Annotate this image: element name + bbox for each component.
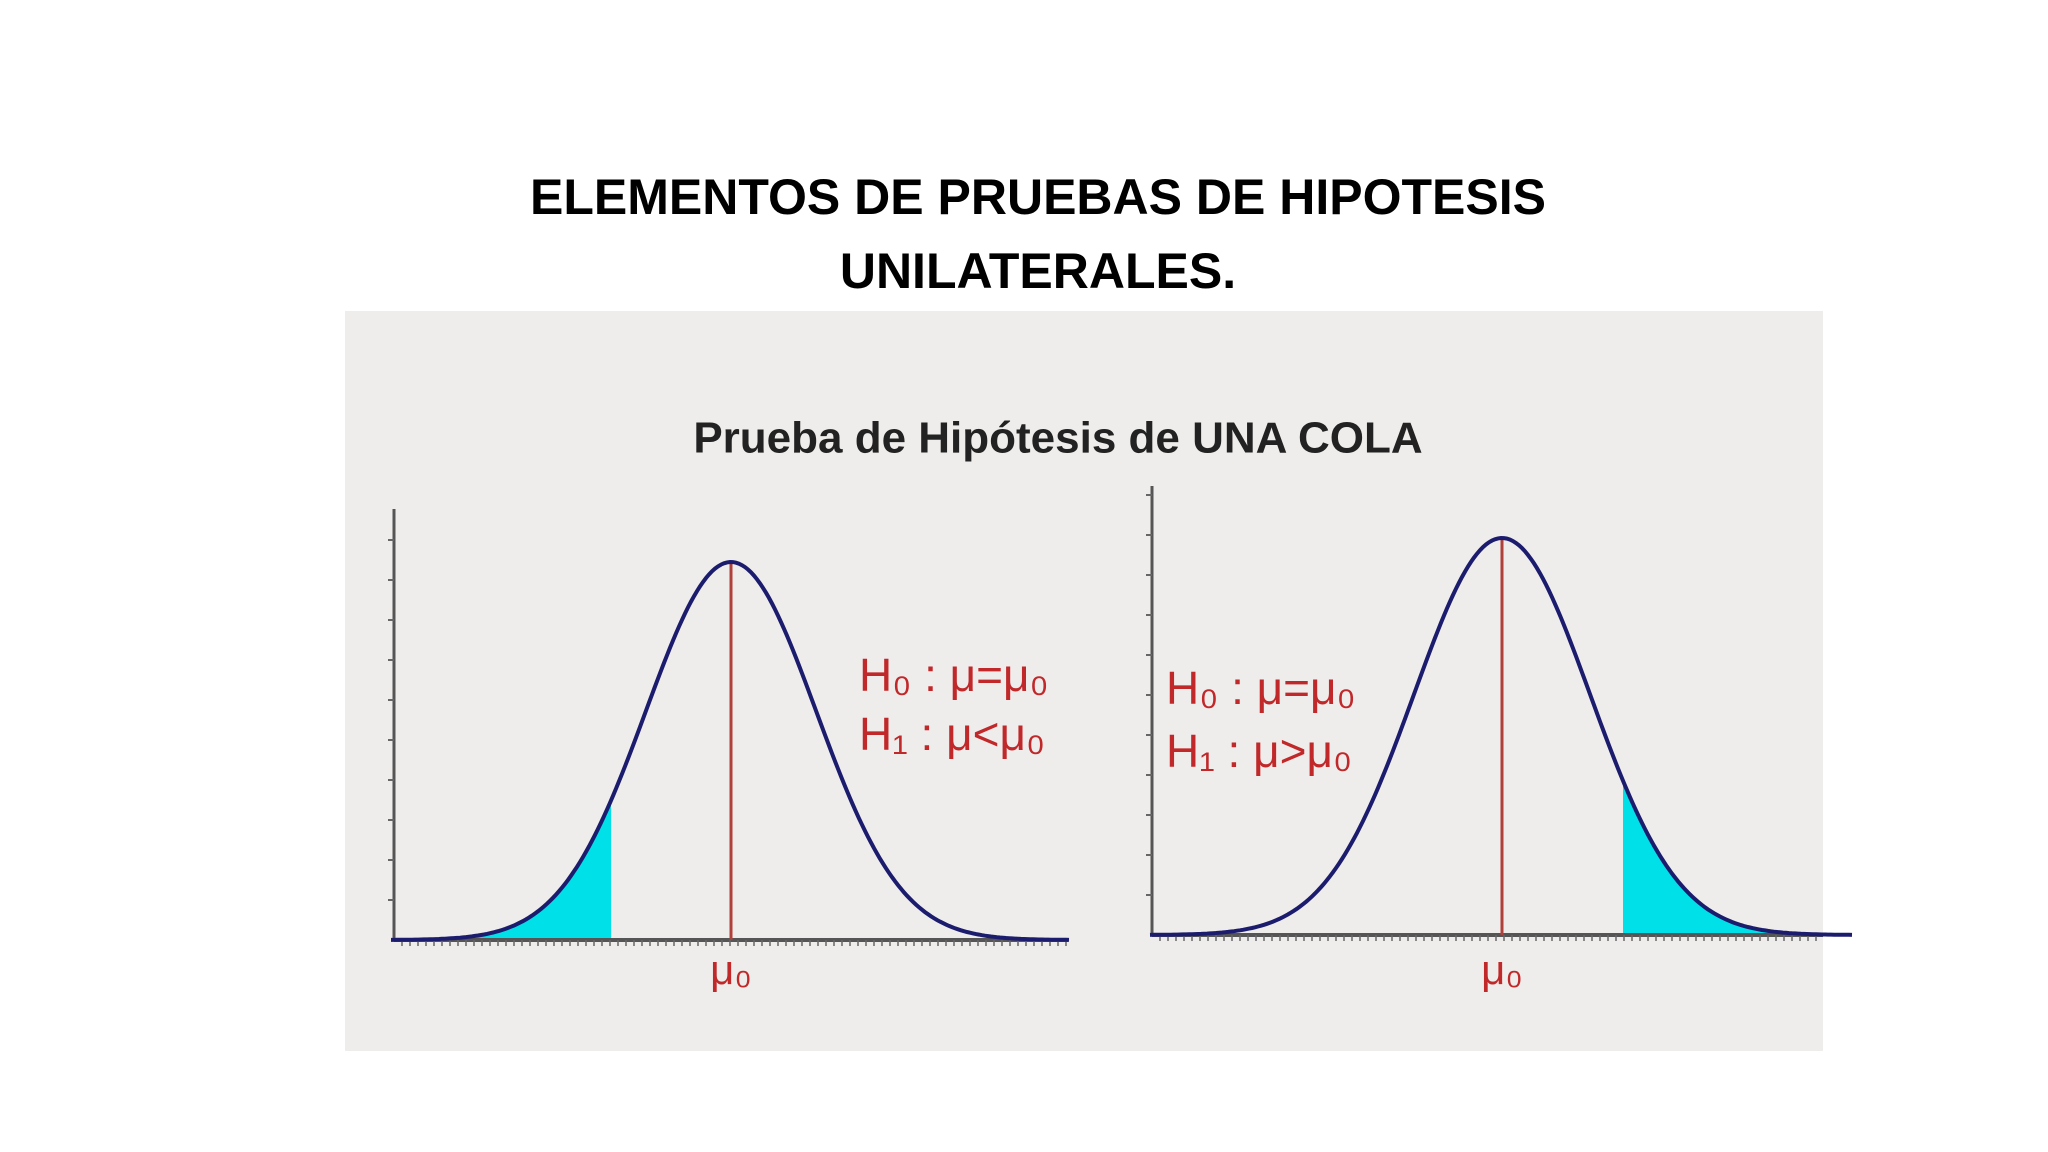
panels: μ₀ H₀ : μ=μ₀ H₁ : μ<μ₀ μ₀ H₀ : μ=μ₀ H₁ : μ>μ₀ xyxy=(388,486,1853,993)
alt-hypothesis: H₁ : μ<μ₀ xyxy=(859,708,1045,760)
null-hypothesis: H₀ : μ=μ₀ xyxy=(1166,662,1356,714)
slide-title: ELEMENTOS DE PRUEBAS DE HIPOTESIS UNILAT… xyxy=(530,169,1546,299)
figure-title: Prueba de Hipótesis de UNA COLA xyxy=(693,414,1422,463)
axis-label: μ₀ xyxy=(1481,946,1523,993)
normal-curve xyxy=(391,559,1070,942)
normal-curve xyxy=(1149,535,1853,937)
tail-area xyxy=(1623,780,1770,935)
null-hypothesis: H₀ : μ=μ₀ xyxy=(859,649,1049,701)
alt-hypothesis: H₁ : μ>μ₀ xyxy=(1166,725,1352,777)
tail-area xyxy=(455,800,611,940)
axis-label: μ₀ xyxy=(710,946,752,993)
